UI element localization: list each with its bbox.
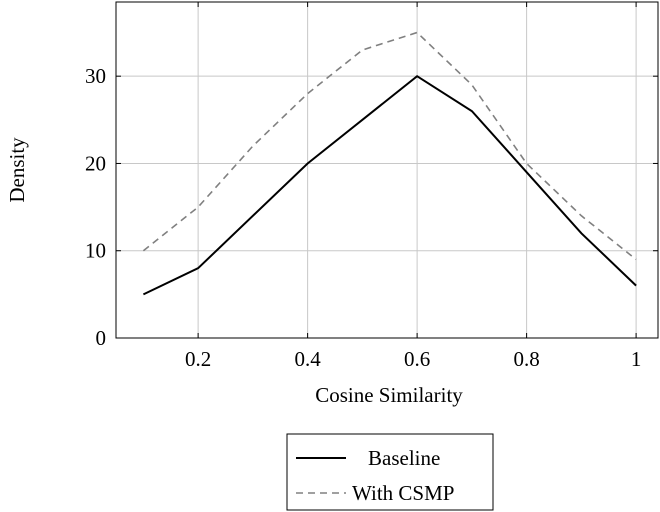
y-tick-label: 30 [85,64,106,88]
y-axis-label: Density [5,137,29,203]
y-tick-label: 10 [85,239,106,263]
series-line-baseline [142,74,637,296]
x-axis-ticks: 0.2 0.4 0.6 0.8 1 [185,2,641,371]
grid [116,2,658,339]
series-line-with-csmp [142,31,637,261]
y-tick-label: 20 [85,151,106,175]
plot-frame [115,1,659,339]
x-tick-label: 0.6 [404,347,430,371]
legend: Baseline With CSMP [286,433,494,511]
series-lines [142,31,637,296]
x-tick-label: 0.2 [185,347,211,371]
legend-label-baseline: Baseline [368,446,440,470]
legend-box [286,433,494,511]
y-tick-label: 0 [96,326,107,350]
y-axis-ticks: 0 10 20 30 [85,64,658,350]
x-tick-label: 0.8 [513,347,539,371]
x-tick-label: 1 [631,347,642,371]
x-tick-label: 0.4 [294,347,321,371]
x-axis-label: Cosine Similarity [315,383,463,407]
legend-label-csmp: With CSMP [352,481,454,505]
